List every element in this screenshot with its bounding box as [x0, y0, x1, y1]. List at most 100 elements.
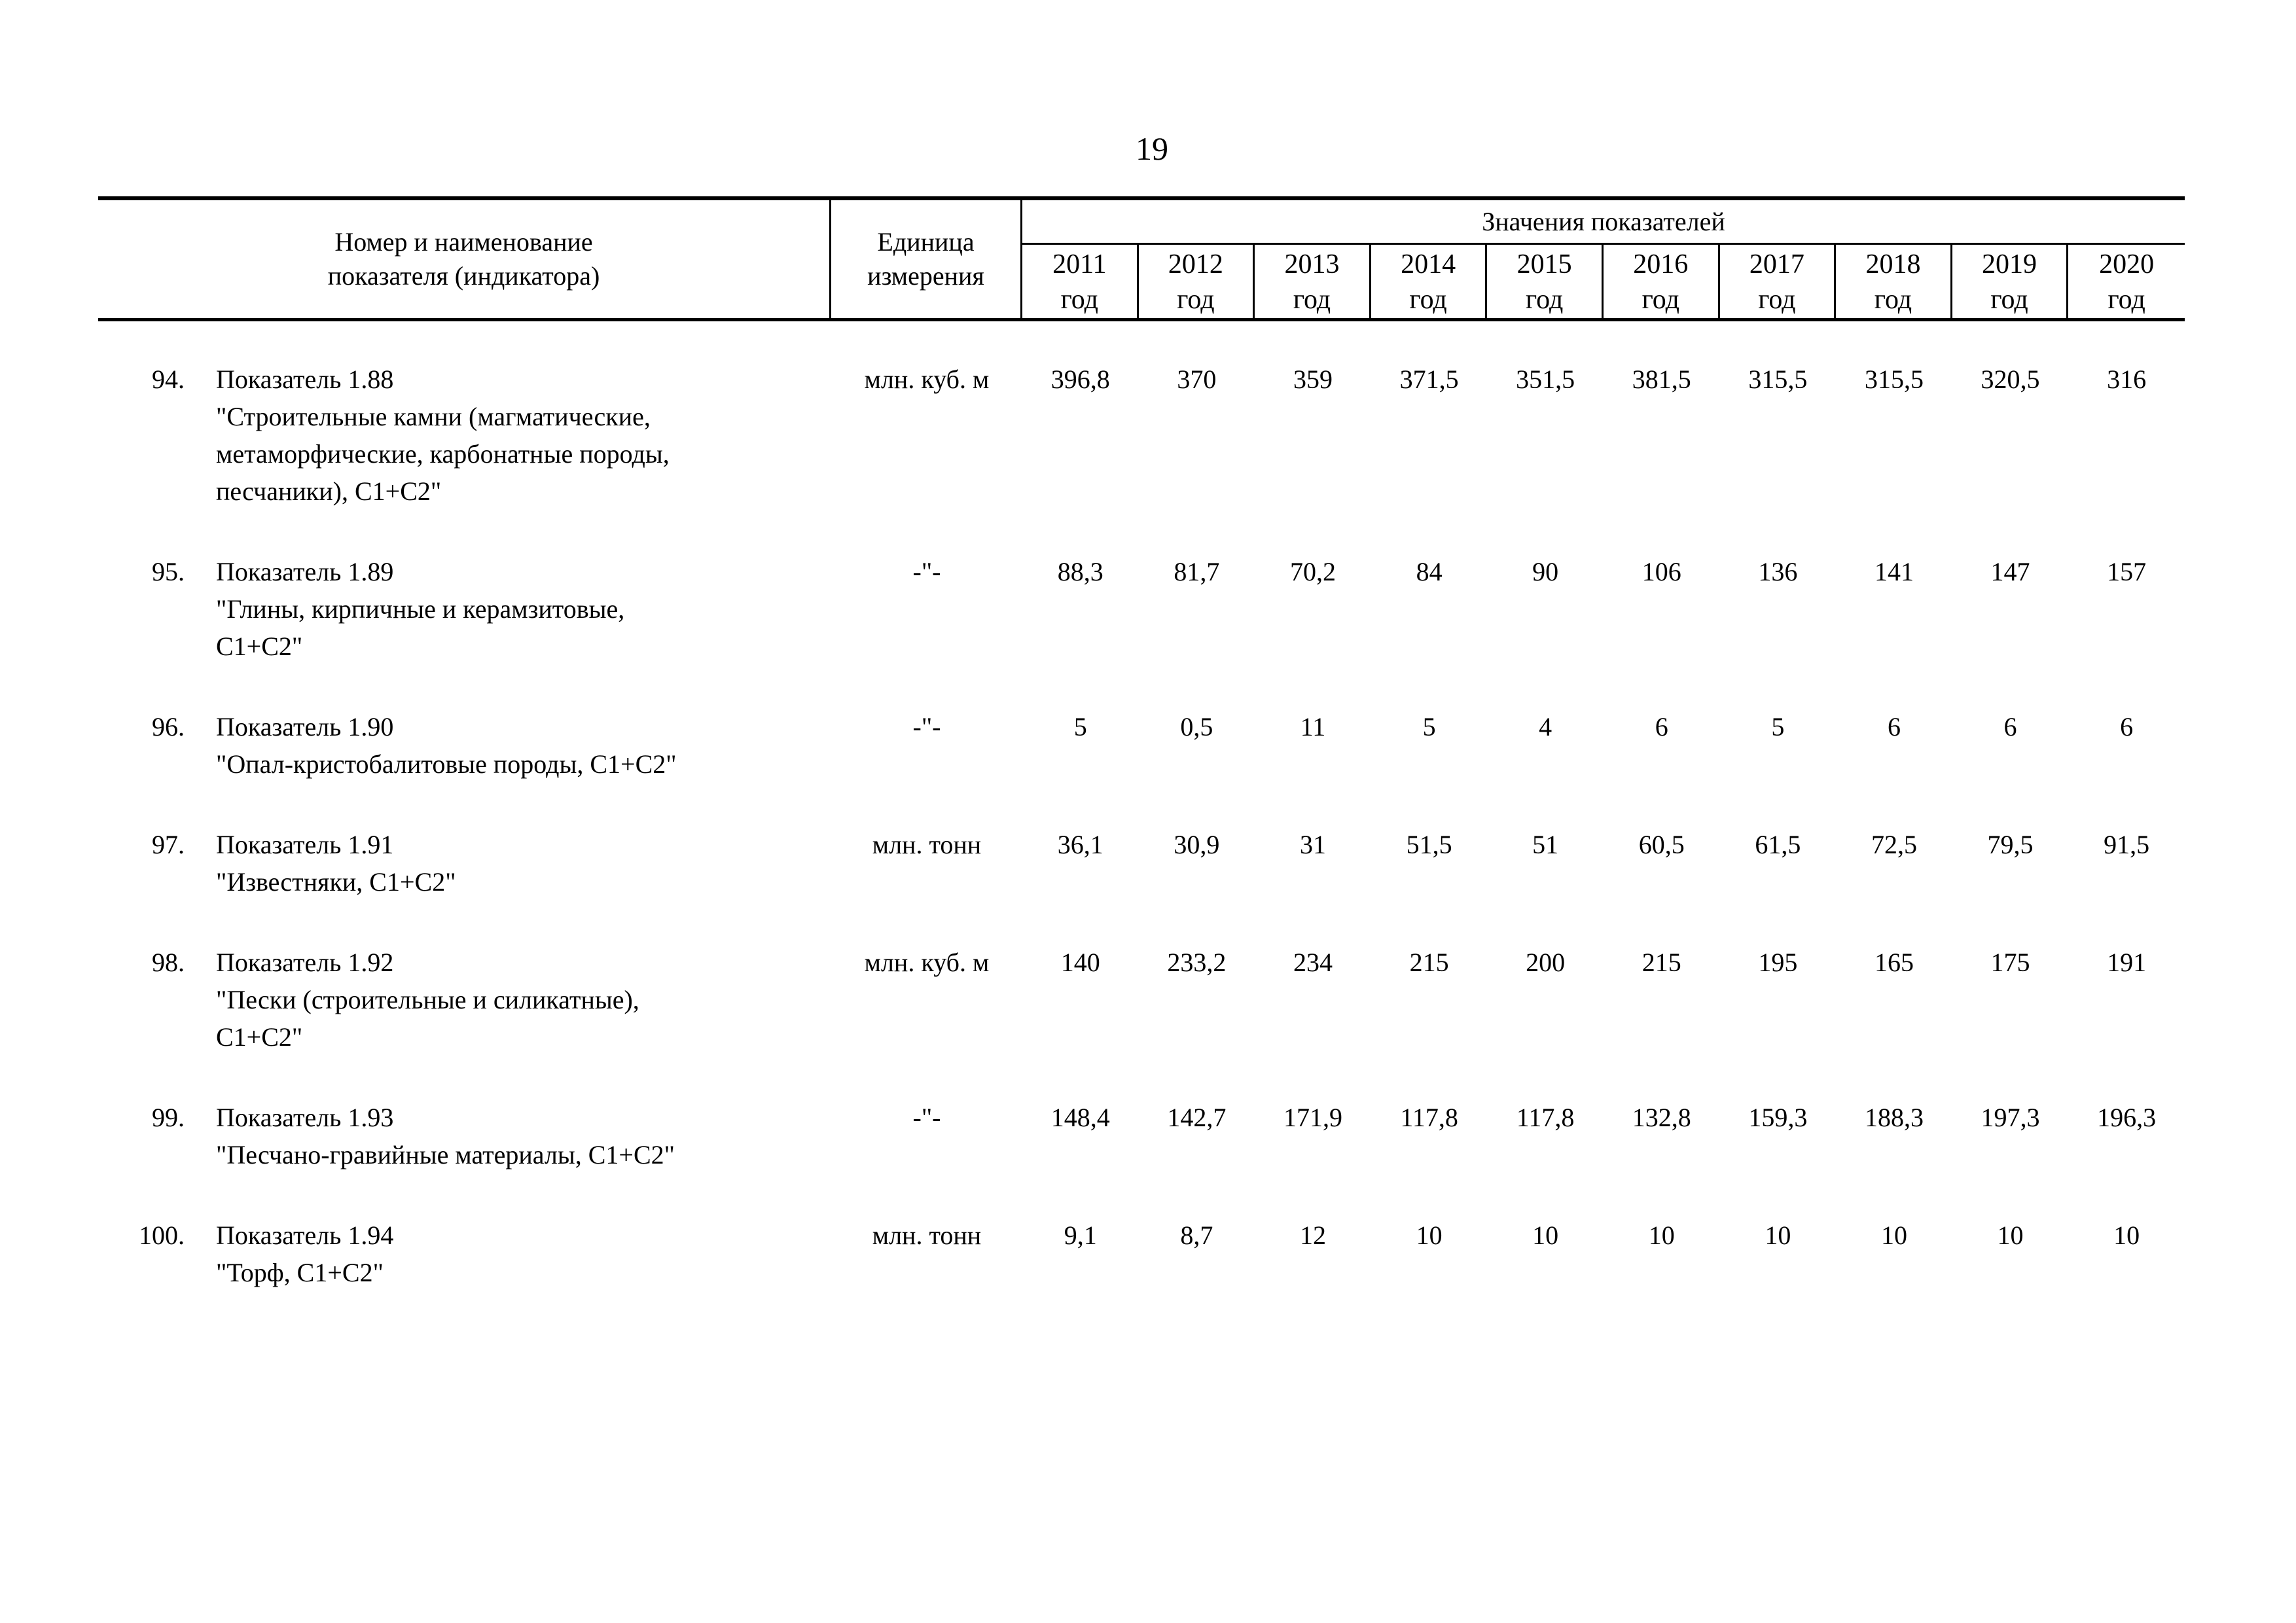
row-indicator-name: Показатель 1.88 "Строительные камни (маг…: [216, 365, 670, 506]
row-value: 11: [1300, 712, 1326, 741]
row-value: 370: [1177, 365, 1217, 394]
row-indicator-name: Показатель 1.91 "Известняки, С1+С2": [216, 830, 456, 897]
header-col-unit: Единица измерения: [831, 200, 1022, 318]
year-cell-year: 2019: [1982, 249, 2037, 279]
row-value: 5: [1422, 712, 1436, 741]
row-value: 12: [1299, 1221, 1326, 1250]
year-cell-word: год: [1874, 285, 1912, 315]
year-cell-word: год: [1990, 285, 2028, 315]
row-number: 97.: [152, 830, 185, 859]
row-value: 117,8: [1400, 1103, 1458, 1132]
year-cell-year: 2011: [1052, 249, 1107, 279]
year-column-header: 2019 год: [1952, 245, 2069, 318]
header-values-group-label: Значения показателей: [1022, 200, 2185, 245]
row-value: 215: [1641, 948, 1681, 977]
row-value: 200: [1526, 948, 1566, 977]
row-value: 6: [2003, 712, 2017, 741]
row-value: 351,5: [1516, 365, 1575, 394]
table-header: Номер и наименование показателя (индикат…: [98, 196, 2185, 321]
row-unit: млн. куб. м: [864, 948, 990, 977]
table-row: 96. Показатель 1.90 "Опал-кристобалитовы…: [98, 708, 2185, 783]
year-column-header: 2014 год: [1371, 245, 1488, 318]
row-unit: млн. тонн: [872, 830, 982, 859]
row-value: 136: [1758, 557, 1798, 586]
row-value: 90: [1532, 557, 1559, 586]
row-value: 9,1: [1064, 1221, 1097, 1250]
table-row: 95. Показатель 1.89 "Глины, кирпичные и …: [98, 553, 2185, 665]
row-value: 84: [1416, 557, 1443, 586]
row-value: 315,5: [1748, 365, 1808, 394]
row-value: 371,5: [1399, 365, 1459, 394]
row-value: 188,3: [1864, 1103, 1924, 1132]
table-row: 98. Показатель 1.92 "Пески (строительные…: [98, 944, 2185, 1056]
row-value: 197,3: [1981, 1103, 2040, 1132]
row-unit: млн. куб. м: [864, 365, 990, 394]
row-value: 10: [1880, 1221, 1907, 1250]
table-row: 94. Показатель 1.88 "Строительные камни …: [98, 361, 2185, 510]
year-column-header: 2020 год: [2068, 245, 2185, 318]
year-cell-year: 2020: [2099, 249, 2155, 279]
row-value: 142,7: [1167, 1103, 1227, 1132]
year-cell-word: год: [2108, 285, 2145, 315]
year-cell-word: год: [1526, 285, 1564, 315]
table-row: 100. Показатель 1.94 "Торф, С1+С2" млн. …: [98, 1217, 2185, 1291]
row-value: 359: [1293, 365, 1333, 394]
row-value: 10: [1997, 1221, 2024, 1250]
row-value: 61,5: [1755, 830, 1801, 859]
row-value: 196,3: [2097, 1103, 2157, 1132]
row-value: 6: [2120, 712, 2134, 741]
row-number: 96.: [152, 712, 185, 741]
row-value: 10: [1532, 1221, 1559, 1250]
page-number: 19: [1136, 130, 1168, 167]
year-cell-word: год: [1641, 285, 1679, 315]
row-value: 315,5: [1864, 365, 1924, 394]
row-value: 79,5: [1987, 830, 2034, 859]
row-value: 147: [1990, 557, 2030, 586]
row-value: 70,2: [1289, 557, 1336, 586]
row-value: 6: [1655, 712, 1668, 741]
row-value: 81,7: [1174, 557, 1220, 586]
row-value: 141: [1874, 557, 1914, 586]
row-value: 132,8: [1632, 1103, 1691, 1132]
row-value: 5: [1073, 712, 1087, 741]
year-cell-word: год: [1758, 285, 1796, 315]
year-cell-year: 2018: [1865, 249, 1921, 279]
header-values-group: Значения показателей 2011 год 2012 год 2…: [1022, 200, 2185, 318]
table-body: 94. Показатель 1.88 "Строительные камни …: [98, 317, 2185, 1291]
year-cell-year: 2014: [1401, 249, 1456, 279]
row-value: 106: [1641, 557, 1681, 586]
row-value: 10: [1765, 1221, 1791, 1250]
row-value: 171,9: [1283, 1103, 1342, 1132]
row-value: 72,5: [1871, 830, 1917, 859]
row-value: 0,5: [1180, 712, 1213, 741]
year-columns: 2011 год 2012 год 2013 год 2014 год 2015…: [1022, 245, 2185, 318]
row-unit: -"-: [912, 557, 941, 586]
row-value: 51,5: [1406, 830, 1452, 859]
row-value: 159,3: [1748, 1103, 1808, 1132]
row-value: 396,8: [1050, 365, 1110, 394]
row-value: 30,9: [1174, 830, 1220, 859]
year-cell-year: 2012: [1168, 249, 1223, 279]
row-value: 10: [2113, 1221, 2140, 1250]
year-cell-year: 2016: [1633, 249, 1689, 279]
row-value: 157: [2107, 557, 2147, 586]
year-cell-year: 2013: [1284, 249, 1340, 279]
header-col-indicator-name: Номер и наименование показателя (индикат…: [98, 200, 831, 318]
year-cell-year: 2017: [1749, 249, 1804, 279]
row-value: 10: [1416, 1221, 1443, 1250]
row-number: 95.: [152, 557, 185, 586]
row-number: 94.: [152, 365, 185, 394]
row-number: 99.: [152, 1103, 185, 1132]
row-value: 233,2: [1167, 948, 1227, 977]
row-value: 320,5: [1981, 365, 2040, 394]
year-cell-year: 2015: [1516, 249, 1572, 279]
row-indicator-name: Показатель 1.93 "Песчано-гравийные матер…: [216, 1103, 675, 1169]
row-unit: млн. тонн: [872, 1221, 982, 1250]
row-value: 117,8: [1516, 1103, 1575, 1132]
row-value: 51: [1532, 830, 1559, 859]
row-value: 31: [1299, 830, 1326, 859]
row-value: 215: [1409, 948, 1449, 977]
row-value: 165: [1874, 948, 1914, 977]
year-column-header: 2013 год: [1255, 245, 1371, 318]
